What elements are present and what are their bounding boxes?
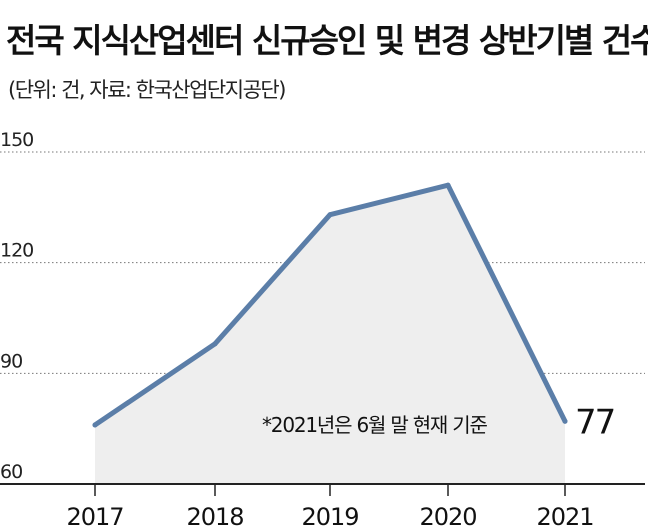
series-area bbox=[95, 185, 565, 484]
chart-annotation: *2021년은 6월 말 현재 기준 bbox=[262, 413, 487, 437]
x-tick-label: 2017 bbox=[66, 503, 123, 526]
x-tick-label: 2021 bbox=[536, 503, 593, 526]
x-tick-label: 2018 bbox=[186, 503, 243, 526]
x-tick-label: 2019 bbox=[301, 503, 358, 526]
y-tick-label: 60 bbox=[0, 461, 22, 483]
x-tick-label: 2020 bbox=[419, 503, 476, 526]
chart-source-note: (단위: 건, 자료: 한국산업단지공단) bbox=[8, 78, 286, 102]
y-tick-label: 120 bbox=[0, 240, 33, 262]
data-point bbox=[92, 422, 98, 428]
data-point bbox=[212, 341, 218, 347]
data-point bbox=[562, 418, 568, 424]
data-point bbox=[327, 212, 333, 218]
y-tick-label: 90 bbox=[0, 350, 22, 372]
data-point bbox=[445, 182, 451, 188]
y-tick-label: 150 bbox=[0, 129, 33, 151]
data-label: 77 bbox=[575, 402, 614, 442]
chart-title: 전국 지식산업센터 신규승인 및 변경 상반기별 건수 bbox=[6, 21, 648, 60]
